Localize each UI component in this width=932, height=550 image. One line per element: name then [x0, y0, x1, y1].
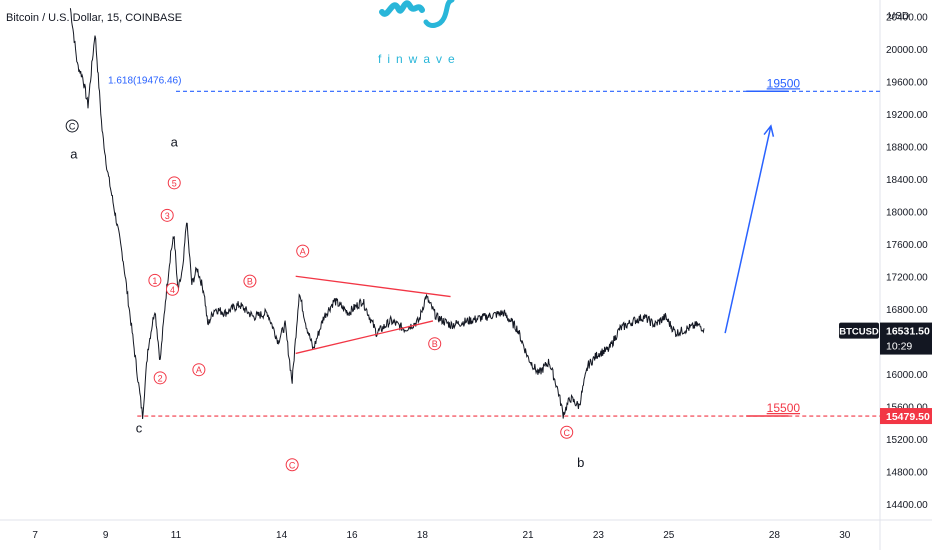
- wave-circled-label-1: 1: [152, 276, 157, 286]
- wave-circle-5: [167, 176, 181, 190]
- projection-arrow-head: [763, 124, 775, 137]
- y-tick-label: 17200.00: [886, 272, 928, 283]
- wave-circled-label-C: C: [69, 121, 76, 131]
- last-price-badge: [880, 322, 932, 355]
- triangle-lower-line: [295, 320, 434, 355]
- wave-circle-3: [160, 208, 174, 222]
- wave-circled-label-C: C: [563, 428, 570, 438]
- fib-1618-label: 1.618(19476.46): [108, 75, 181, 86]
- wave-circle-B: [428, 337, 442, 351]
- wave-label-a: a: [171, 134, 179, 149]
- logo-text: finwave: [378, 52, 461, 66]
- wave-circle-A: [192, 363, 206, 377]
- x-tick-label: 25: [663, 530, 675, 541]
- x-tick-label: 21: [522, 530, 534, 541]
- wave-circled-label-B: B: [247, 277, 253, 287]
- wave-circle-4: [165, 282, 179, 296]
- wave-circled-label-A: A: [196, 365, 202, 375]
- x-tick-label: 16: [346, 530, 358, 541]
- y-tick-label: 18000.00: [886, 207, 928, 218]
- y-tick-label: 20400.00: [886, 12, 928, 23]
- x-tick-label: 28: [769, 530, 781, 541]
- wave-circle-1: [148, 273, 162, 287]
- x-tick-label: 7: [32, 530, 38, 541]
- y-tick-label: 19200.00: [886, 110, 928, 121]
- wave-label-c: c: [136, 420, 143, 435]
- support-price-badge: [880, 408, 932, 425]
- projection-arrow-line: [724, 125, 772, 334]
- wave-circled-label-A: A: [300, 247, 306, 257]
- x-tick-label: 14: [276, 530, 288, 541]
- wave-circle-B: [243, 274, 257, 288]
- y-tick-label: 15600.00: [886, 402, 928, 413]
- y-tick-label: 16800.00: [886, 305, 928, 316]
- wave-circled-label-2: 2: [158, 373, 163, 383]
- symbol-label: BTCUSD: [839, 327, 879, 338]
- countdown-label: 10:29: [886, 341, 912, 353]
- wave-circle-A: [296, 244, 310, 258]
- x-tick-label: 18: [417, 530, 429, 541]
- y-tick-label: 20000.00: [886, 45, 928, 56]
- y-tick-label: 18400.00: [886, 175, 928, 186]
- wave-circle-C: [560, 425, 574, 439]
- finwave-logo: [379, 0, 455, 28]
- y-tick-label: 17600.00: [886, 240, 928, 251]
- y-tick-label: 15200.00: [886, 435, 928, 446]
- x-tick-label: 9: [103, 530, 109, 541]
- currency-label: USD: [888, 11, 909, 22]
- wave-circled-label-C: C: [289, 460, 296, 470]
- wave-circle-C: [285, 458, 299, 472]
- y-tick-label: 19600.00: [886, 77, 928, 88]
- wave-circled-label-4: 4: [170, 285, 175, 295]
- wave-circle-C: [65, 119, 79, 133]
- x-tick-label: 23: [593, 530, 605, 541]
- x-tick-label: 11: [171, 530, 182, 541]
- triangle-upper-line: [295, 275, 451, 298]
- y-tick-label: 14400.00: [886, 500, 928, 511]
- y-tick-label: 16000.00: [886, 370, 928, 381]
- support-label: 15500: [767, 401, 801, 415]
- price-series-line: [69, 8, 705, 420]
- symbol-badge: [839, 322, 879, 339]
- wave-circled-label-B: B: [432, 339, 438, 349]
- wave-circled-label-5: 5: [172, 178, 177, 188]
- y-tick-label: 14800.00: [886, 467, 928, 478]
- wave-label-b: b: [577, 455, 584, 470]
- x-tick-label: 30: [839, 530, 851, 541]
- support-price-label: 15479.50: [886, 411, 930, 423]
- wave-label-a: a: [70, 146, 78, 161]
- wave-circle-2: [153, 371, 167, 385]
- last-price-label: 16531.50: [886, 326, 930, 338]
- wave-circled-label-3: 3: [165, 211, 170, 221]
- target-label: 19500: [767, 76, 801, 90]
- y-tick-label: 18800.00: [886, 142, 928, 153]
- chart-title: Bitcoin / U.S. Dollar, 15, COINBASE: [6, 12, 183, 24]
